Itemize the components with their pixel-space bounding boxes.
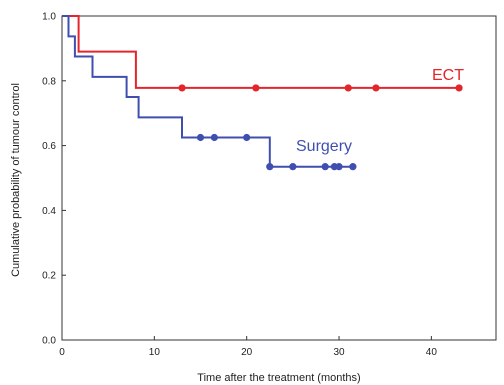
censor-marker-surgery — [266, 163, 273, 170]
censor-marker-surgery — [335, 163, 342, 170]
y-tick-label: 1.0 — [42, 12, 56, 23]
x-tick-label: 0 — [59, 347, 65, 358]
censor-marker-ect — [178, 84, 185, 91]
x-tick-label: 10 — [149, 347, 161, 358]
plot-frame — [62, 16, 496, 340]
censor-marker-surgery — [322, 163, 329, 170]
y-tick-label: 0.6 — [42, 141, 56, 152]
y-tick-label: 0.0 — [42, 336, 56, 347]
x-axis-ticks: 0 10 20 30 40 — [59, 336, 437, 358]
series-layer — [62, 16, 463, 170]
censor-marker-surgery — [289, 163, 296, 170]
y-axis-label: Cumulative probability of tumour control — [10, 83, 22, 277]
series-label-surgery: Surgery — [296, 138, 352, 155]
series-label-ect: ECT — [432, 67, 464, 84]
censor-marker-ect — [372, 84, 379, 91]
censor-marker-ect — [252, 84, 259, 91]
y-tick-label: 0.2 — [42, 271, 56, 282]
censor-marker-surgery — [211, 134, 218, 141]
y-tick-label: 0.8 — [42, 76, 56, 87]
censor-marker-ect — [455, 84, 462, 91]
censor-marker-surgery — [243, 134, 250, 141]
x-tick-label: 40 — [426, 347, 438, 358]
censor-marker-surgery — [197, 134, 204, 141]
x-tick-label: 30 — [333, 347, 345, 358]
plot-area: 0 10 20 30 40 0.0 0.2 0.4 0.6 0.8 1.0 — [42, 12, 496, 359]
x-tick-label: 20 — [241, 347, 253, 358]
x-axis-label: Time after the treatment (months) — [197, 372, 360, 384]
y-tick-label: 0.4 — [42, 206, 56, 217]
censor-marker-surgery — [349, 163, 356, 170]
censor-marker-ect — [345, 84, 352, 91]
